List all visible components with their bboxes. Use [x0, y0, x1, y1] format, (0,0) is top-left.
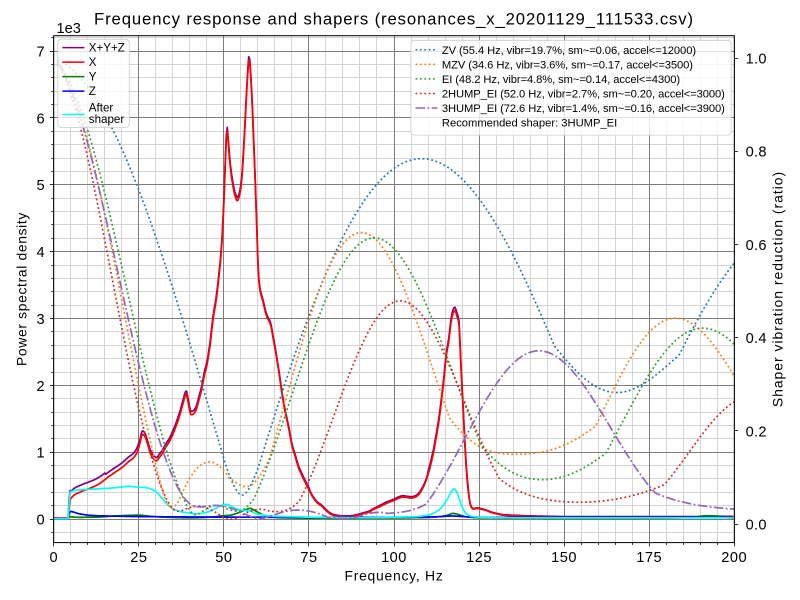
- svg-text:200: 200: [721, 550, 747, 566]
- svg-text:MZV (34.6 Hz, vibr=3.6%, sm~=0: MZV (34.6 Hz, vibr=3.6%, sm~=0.17, accel…: [442, 59, 693, 71]
- svg-text:X: X: [89, 56, 97, 69]
- svg-text:0: 0: [36, 513, 44, 529]
- svg-text:25: 25: [130, 550, 147, 566]
- svg-text:6: 6: [36, 111, 44, 127]
- svg-text:0.2: 0.2: [746, 424, 767, 440]
- svg-text:Frequency response and shapers: Frequency response and shapers (resonanc…: [94, 10, 694, 29]
- svg-text:1e3: 1e3: [57, 21, 81, 37]
- svg-text:2HUMP_EI (52.0 Hz, vibr=2.7%,: 2HUMP_EI (52.0 Hz, vibr=2.7%, sm~=0.20, …: [442, 89, 725, 101]
- svg-text:125: 125: [466, 550, 492, 566]
- svg-text:5: 5: [36, 178, 44, 194]
- svg-text:EI (48.2 Hz, vibr=4.8%, sm~=0.: EI (48.2 Hz, vibr=4.8%, sm~=0.14, accel<…: [442, 74, 680, 86]
- svg-text:175: 175: [636, 550, 662, 566]
- svg-text:ZV (55.4 Hz, vibr=19.7%, sm~=0: ZV (55.4 Hz, vibr=19.7%, sm~=0.06, accel…: [442, 45, 696, 57]
- svg-text:0.6: 0.6: [746, 238, 767, 254]
- svg-text:Recommended shaper: 3HUMP_EI: Recommended shaper: 3HUMP_EI: [442, 118, 617, 130]
- svg-text:X+Y+Z: X+Y+Z: [89, 42, 125, 55]
- svg-text:1.0: 1.0: [746, 52, 767, 68]
- svg-text:Z: Z: [89, 85, 96, 98]
- svg-text:0: 0: [49, 550, 58, 566]
- svg-text:3: 3: [36, 312, 44, 328]
- svg-text:Shaper vibration reduction (ra: Shaper vibration reduction (ratio): [770, 171, 786, 407]
- svg-text:100: 100: [381, 550, 407, 566]
- svg-text:2: 2: [36, 379, 44, 395]
- svg-text:7: 7: [36, 45, 44, 61]
- svg-text:50: 50: [215, 550, 232, 566]
- svg-text:4: 4: [36, 245, 44, 261]
- svg-text:shaper: shaper: [89, 113, 125, 126]
- svg-text:75: 75: [300, 550, 317, 566]
- svg-text:0.4: 0.4: [746, 331, 767, 347]
- svg-text:After: After: [89, 101, 114, 114]
- svg-text:Frequency, Hz: Frequency, Hz: [344, 568, 443, 584]
- svg-text:1: 1: [36, 446, 44, 462]
- svg-text:Y: Y: [89, 71, 97, 84]
- svg-text:0.8: 0.8: [746, 145, 767, 161]
- svg-text:Power spectral density: Power spectral density: [14, 212, 30, 366]
- svg-text:0.0: 0.0: [746, 518, 767, 534]
- svg-text:3HUMP_EI (72.6 Hz, vibr=1.4%,: 3HUMP_EI (72.6 Hz, vibr=1.4%, sm~=0.16, …: [442, 103, 725, 115]
- svg-text:150: 150: [551, 550, 577, 566]
